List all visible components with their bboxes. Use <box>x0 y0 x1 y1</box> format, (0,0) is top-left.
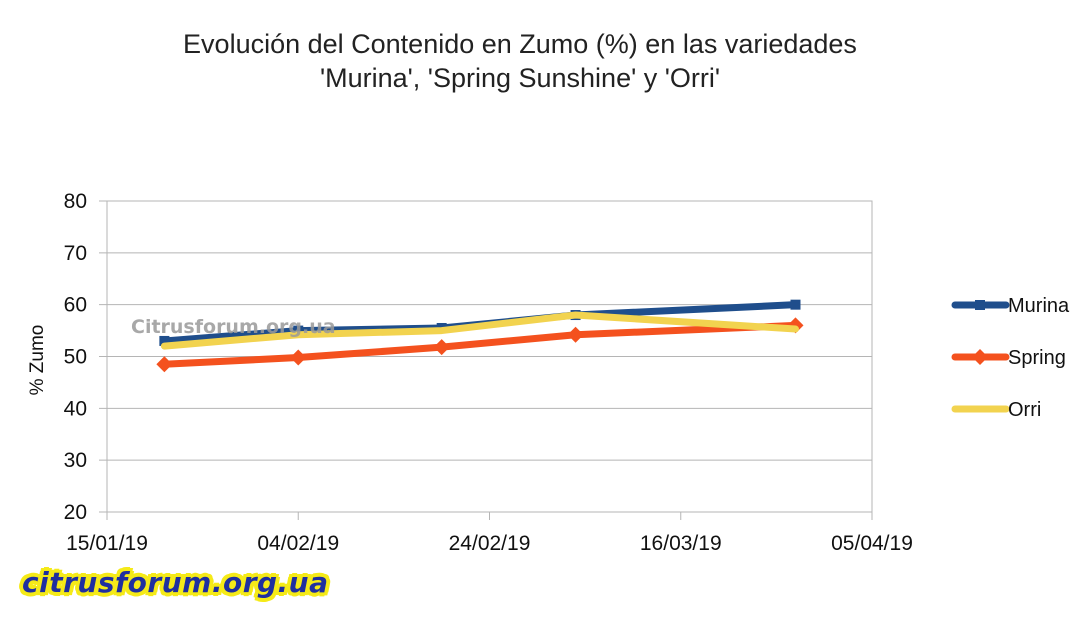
series-group <box>156 299 804 373</box>
point-spring-2 <box>433 339 450 356</box>
legend: Murina Spring Orri <box>951 295 1070 421</box>
x-tick-labels: 15/01/19 04/02/19 24/02/19 16/03/19 05/04/19 <box>66 532 913 555</box>
x-tick-label-3: 16/03/19 <box>640 532 722 555</box>
point-murina-1 <box>293 325 304 336</box>
legend-label-spring: Spring <box>1008 347 1066 369</box>
point-spring-1 <box>290 349 307 366</box>
y-tick-label-30: 30 <box>64 449 87 472</box>
y-tick-label-40: 40 <box>64 397 87 420</box>
x-tick-label-1: 04/02/19 <box>257 532 339 555</box>
point-spring-0 <box>156 356 173 373</box>
y-tick-label-60: 60 <box>64 294 87 317</box>
y-tick-label-50: 50 <box>64 346 87 369</box>
y-tick-label-70: 70 <box>64 242 87 265</box>
legend-label-orri: Orri <box>1008 399 1041 421</box>
x-tick-label-4: 05/04/19 <box>831 532 913 555</box>
y-axis-label: % Zumo <box>27 325 48 396</box>
x-tick-label-0: 15/01/19 <box>66 532 148 555</box>
point-murina-4 <box>790 299 801 310</box>
grid-lines <box>99 200 872 513</box>
watermark-logo: citrusforum.org.ua <box>22 566 329 599</box>
series-line-orri <box>160 311 799 350</box>
chart-title-line-1: Evolución del Contenido en Zumo (%) en l… <box>183 29 857 59</box>
chart-title-line-2: 'Murina', 'Spring Sunshine' y 'Orri' <box>319 63 721 93</box>
y-tick-labels: 20 30 40 50 60 70 80 <box>64 190 87 524</box>
x-tick-label-2: 24/02/19 <box>449 532 531 555</box>
watermark-center: Citrusforum.org.ua <box>131 316 336 338</box>
legend-marker-murina <box>975 300 985 310</box>
point-murina-0 <box>159 335 170 346</box>
axes <box>106 200 873 520</box>
y-tick-label-80: 80 <box>64 190 87 213</box>
legend-label-murina: Murina <box>1008 295 1070 317</box>
y-tick-label-20: 20 <box>64 501 87 524</box>
legend-marker-spring <box>972 349 988 365</box>
point-spring-3 <box>567 326 584 343</box>
